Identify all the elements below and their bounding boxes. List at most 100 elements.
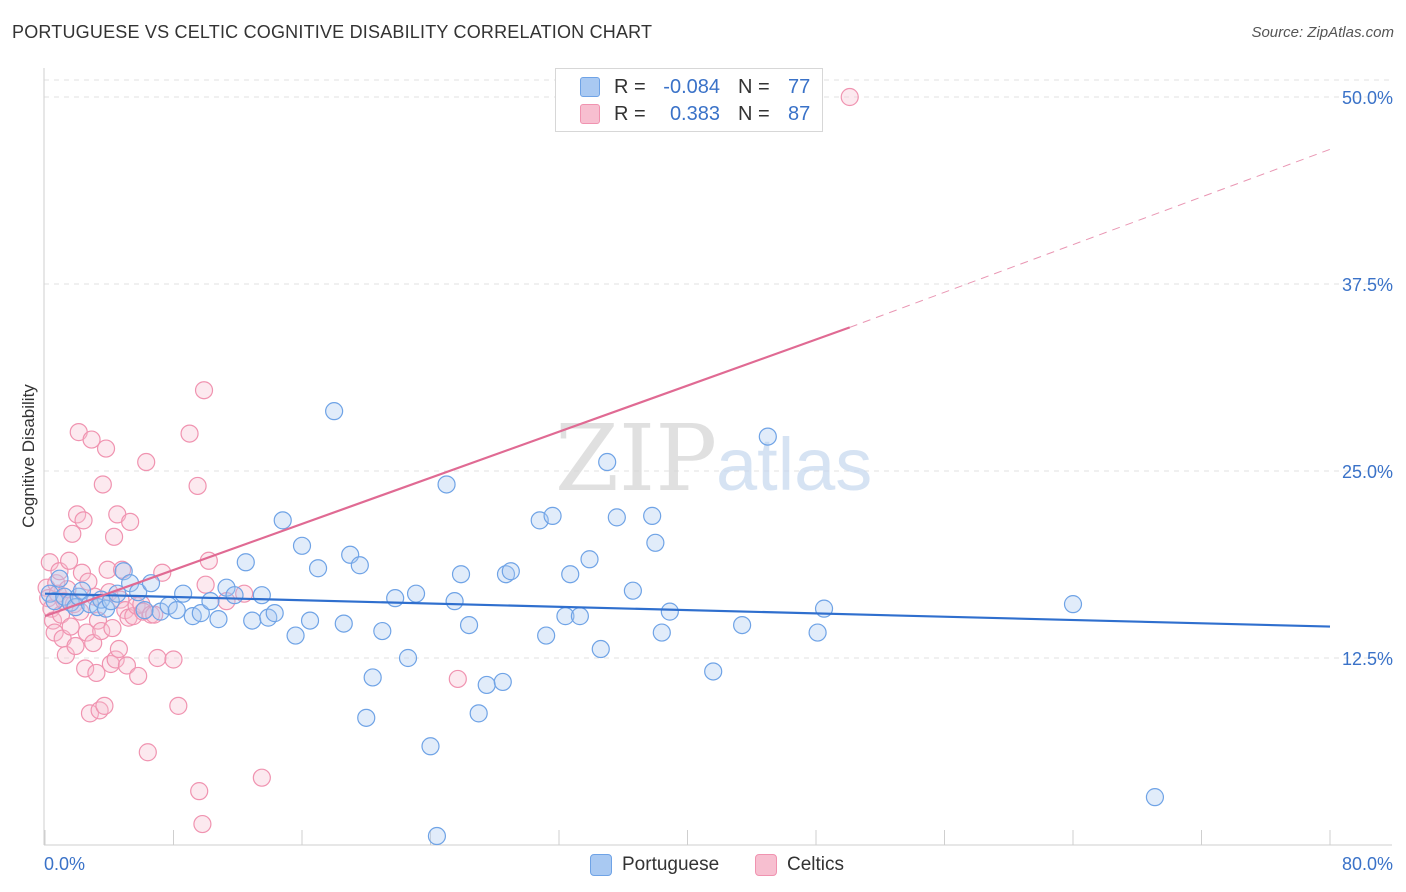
r-label: R = [614, 102, 646, 125]
portuguese-point [334, 614, 353, 633]
legend-row-portuguese: R = -0.084 N = 77 [580, 74, 810, 100]
portuguese-point [427, 826, 447, 846]
portuguese-point [598, 452, 617, 472]
portuguese-point [758, 427, 777, 446]
portuguese-point [398, 648, 418, 668]
portuguese-point [252, 586, 271, 605]
chart-title: PORTUGUESE VS CELTIC COGNITIVE DISABILIT… [12, 22, 653, 42]
celtics-point [74, 511, 93, 530]
n-value: 77 [788, 75, 811, 98]
celtics-point [61, 617, 80, 636]
celtics-point [109, 639, 128, 659]
celtics-point [129, 666, 148, 686]
portuguese-point [543, 506, 562, 525]
portuguese-point [308, 559, 328, 578]
celtics-point [193, 814, 212, 834]
celtics-point [87, 663, 106, 683]
portuguese-swatch [580, 77, 600, 97]
portuguese-point [201, 592, 220, 611]
celtics-point [66, 636, 85, 656]
celtics-point [59, 551, 79, 570]
portuguese-point [607, 508, 626, 527]
celtics-point [93, 475, 112, 494]
n-label: N = [738, 102, 770, 125]
portuguese-point [580, 550, 599, 569]
celtics-point [190, 782, 209, 801]
portuguese-point [493, 672, 512, 692]
portuguese-point [45, 592, 64, 611]
y-axis-label: Cognitive Disability [19, 384, 38, 528]
n-value: 87 [788, 102, 811, 125]
legend-label-celtics: Celtics [787, 854, 845, 875]
legend-item-celtics: Celtics [755, 852, 844, 878]
celtics-point [169, 696, 188, 715]
celtics-trend-line [44, 326, 851, 618]
legend-label-portuguese: Portuguese [622, 854, 720, 875]
portuguese-point [363, 668, 382, 687]
celtics-point [840, 87, 859, 107]
celtics-point [96, 439, 116, 458]
portuguese-point [191, 604, 210, 623]
portuguese-point [451, 565, 471, 584]
celtics-point [98, 560, 117, 579]
celtics-point [104, 527, 124, 546]
portuguese-point [501, 562, 520, 581]
axes [43, 68, 1392, 846]
portuguese-point [660, 602, 679, 621]
portuguese-point [50, 569, 69, 588]
y-tick-label: 25.0% [1342, 462, 1393, 482]
portuguese-point [652, 623, 671, 642]
celtics-point [76, 659, 95, 678]
celtics-swatch [580, 104, 600, 124]
celtics-point [138, 743, 157, 762]
source-credit: Source: ZipAtlas.com [1251, 24, 1394, 41]
portuguese-point [135, 601, 154, 620]
portuguese-point [704, 662, 723, 681]
r-value: -0.084 [663, 75, 720, 98]
celtics-point [121, 512, 140, 531]
x-tick-label-min: 0.0% [44, 854, 85, 874]
celtics-point [106, 650, 125, 669]
portuguese-point [561, 565, 580, 584]
celtics-point [137, 452, 156, 472]
celtics-trend-extension [849, 148, 1331, 328]
celtics-point [252, 768, 271, 787]
watermark-atlas: atlas [716, 423, 872, 506]
portuguese-point [1145, 788, 1165, 807]
tick-labels: 12.5% 25.0% 37.5% 50.0% 0.0% 80.0% [44, 88, 1393, 874]
n-label: N = [738, 75, 770, 98]
celtics-point [77, 623, 96, 642]
celtics-points [37, 87, 859, 834]
portuguese-point [591, 639, 610, 659]
celtics-point [103, 618, 122, 638]
celtics-point [153, 563, 172, 582]
portuguese-point [236, 553, 255, 572]
portuguese-point [537, 626, 556, 645]
watermark-zip: ZIP [555, 405, 717, 512]
portuguese-point [265, 604, 284, 623]
correlation-legend: R = -0.084 N = 77 R = 0.383 N = 87 [555, 68, 823, 132]
x-tick-label-max: 80.0% [1342, 854, 1393, 874]
portuguese-point [570, 607, 589, 626]
portuguese-point [643, 506, 662, 525]
celtics-point [164, 650, 183, 669]
r-label: R = [614, 75, 646, 98]
portuguese-point [646, 533, 665, 552]
celtics-point [92, 621, 111, 641]
portuguese-point [437, 475, 456, 494]
portuguese-point [286, 626, 305, 645]
portuguese-point [477, 675, 496, 695]
celtics-point [72, 563, 92, 582]
celtics-point [79, 572, 98, 591]
portuguese-swatch [590, 854, 612, 876]
portuguese-point [225, 586, 244, 605]
celtics-point [188, 476, 207, 496]
celtics-point [196, 575, 215, 594]
portuguese-point [350, 556, 369, 575]
celtics-point [194, 381, 214, 400]
celtics-point [82, 430, 101, 449]
legend-item-portuguese: Portuguese [590, 852, 719, 878]
celtics-swatch [755, 854, 777, 876]
portuguese-point [386, 589, 405, 608]
celtics-point [95, 696, 114, 715]
